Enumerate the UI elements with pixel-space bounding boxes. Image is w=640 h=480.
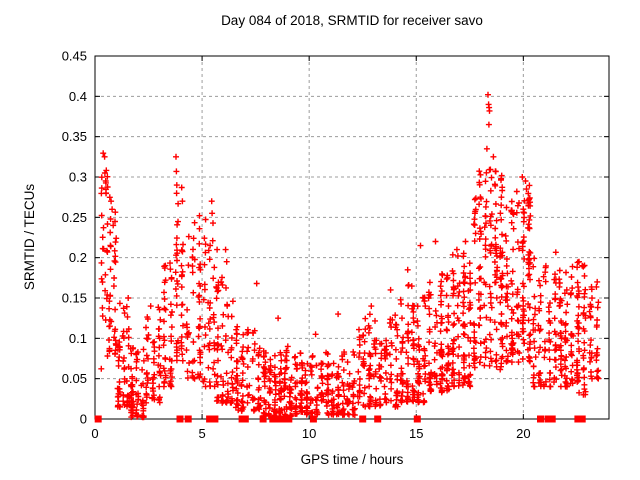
chart-title: Day 084 of 2018, SRMTID for receiver sav…: [221, 13, 483, 28]
svg-text:0.05: 0.05: [62, 371, 87, 386]
x-axis-label: GPS time / hours: [300, 452, 404, 467]
svg-text:0: 0: [91, 426, 98, 441]
svg-text:0.1: 0.1: [69, 331, 87, 346]
svg-text:0.3: 0.3: [69, 170, 87, 185]
gridlines: [95, 56, 609, 419]
data-points-plus: [98, 91, 602, 421]
x-tick-labels: 0 5 10 15 20: [91, 426, 530, 441]
svg-text:0: 0: [80, 412, 87, 427]
data-points-squares: [94, 415, 586, 423]
svg-text:0.4: 0.4: [69, 89, 87, 104]
axis-ticks: [94, 55, 609, 420]
svg-text:5: 5: [198, 426, 205, 441]
y-tick-labels: 0 0.05 0.1 0.15 0.2 0.25 0.3 0.35 0.4 0.45: [62, 49, 87, 427]
svg-text:0.25: 0.25: [62, 210, 87, 225]
svg-text:0.2: 0.2: [69, 250, 87, 265]
svg-text:0.15: 0.15: [62, 291, 87, 306]
svg-text:0.35: 0.35: [62, 129, 87, 144]
svg-text:10: 10: [302, 426, 316, 441]
svg-text:20: 20: [516, 426, 530, 441]
svg-text:15: 15: [409, 426, 423, 441]
svg-text:0.45: 0.45: [62, 49, 87, 64]
plot-border: [94, 55, 610, 420]
